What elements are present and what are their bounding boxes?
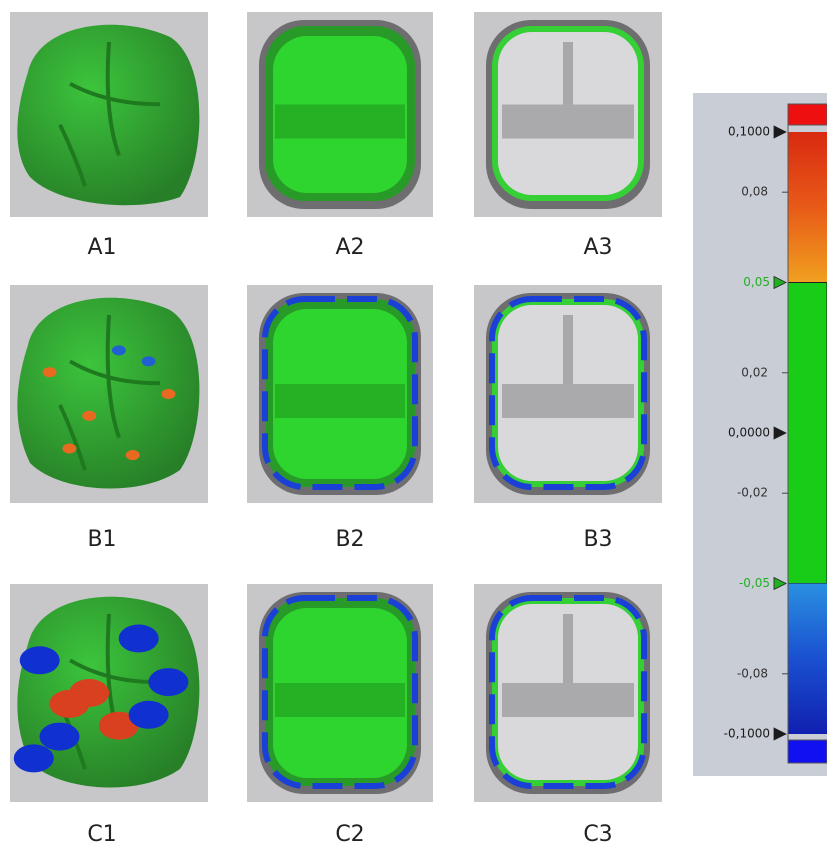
scan-image: B2	[247, 285, 433, 552]
panel-label: A2	[335, 235, 364, 260]
scan-image: A3	[474, 12, 662, 260]
scan-image: C1	[10, 584, 208, 847]
inner-band	[275, 683, 405, 717]
deviation-spot	[119, 625, 159, 653]
deviation-spot	[40, 723, 80, 751]
warm-band	[788, 132, 827, 283]
panel-label: B3	[583, 527, 612, 552]
panel-label: B1	[87, 527, 116, 552]
panels: A1 A2 A3 B1 B2 B3 C1 C2 C3	[10, 12, 662, 847]
deviation-spot	[112, 345, 126, 355]
inner-band	[275, 384, 405, 418]
deviation-spot	[49, 690, 89, 718]
scan-image: A1	[10, 12, 208, 260]
deviation-spot	[161, 389, 175, 399]
scale-tick-label: 0,08	[741, 185, 768, 199]
panel-label: C2	[335, 822, 364, 847]
deviation-spot	[43, 367, 57, 377]
scale-tick-label: -0,1000	[724, 727, 770, 741]
figure: A1 A2 A3 B1 B2 B3 C1 C2 C3 0,1000 0,08 0,05 0,02 0,0…	[0, 0, 827, 848]
scale-tick-label: -0,08	[737, 666, 768, 680]
deviation-spot	[62, 444, 76, 454]
tolerance-band	[788, 283, 827, 584]
scale-tick-label: 0,02	[741, 365, 768, 379]
scale-tick-label: -0,02	[737, 486, 768, 500]
inner-band	[502, 384, 634, 418]
scan-image: B3	[474, 285, 662, 552]
deviation-spot	[14, 744, 54, 772]
inner-band	[502, 105, 634, 139]
deviation-spot	[142, 356, 156, 366]
cold-band	[788, 584, 827, 735]
color-scale: 0,1000 0,08 0,05 0,02 0,0000 -0,02 -0,05 -0,08 -…	[693, 93, 827, 776]
panel-label: C1	[87, 822, 116, 847]
deviation-spot	[20, 646, 60, 674]
scale-tick-label: 0,1000	[728, 125, 770, 139]
deviation-spot	[129, 701, 169, 729]
deviation-spot	[82, 411, 96, 421]
inner-band	[502, 683, 634, 717]
deviation-spot	[148, 668, 188, 696]
scale-tick-label: -0,05	[739, 576, 770, 590]
scan-image: C2	[247, 584, 433, 847]
panel-label: A3	[583, 235, 612, 260]
panel-label: B2	[335, 527, 364, 552]
scale-tick-label: 0,0000	[728, 426, 770, 440]
panel-label: C3	[583, 822, 612, 847]
scan-image: A2	[247, 12, 433, 260]
under-range	[788, 740, 827, 763]
scan-image: C3	[474, 584, 662, 847]
deviation-spot	[126, 450, 140, 460]
inner-band	[275, 105, 405, 139]
scale-tick-label: 0,05	[743, 275, 770, 289]
over-range	[788, 104, 827, 125]
panel-label: A1	[87, 235, 116, 260]
scan-image: B1	[10, 285, 208, 552]
